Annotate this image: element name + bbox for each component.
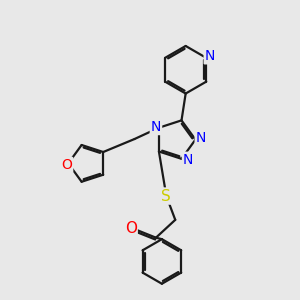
Text: N: N xyxy=(183,153,193,167)
Text: O: O xyxy=(61,158,72,172)
Text: S: S xyxy=(161,189,171,204)
Text: N: N xyxy=(151,120,161,134)
Text: N: N xyxy=(205,50,215,63)
Text: O: O xyxy=(125,221,137,236)
Text: N: N xyxy=(196,131,206,145)
